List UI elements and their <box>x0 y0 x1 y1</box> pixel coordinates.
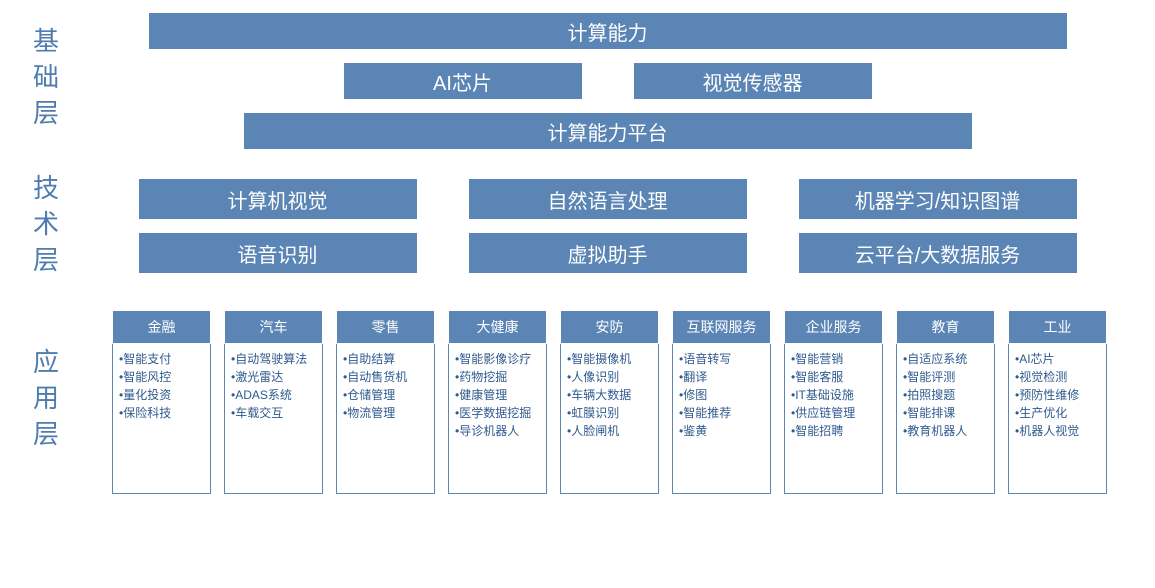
app-item: 翻译 <box>679 368 766 386</box>
app-body: 智能影像诊疗药物挖掘健康管理医学数据挖掘导诊机器人 <box>448 344 547 494</box>
app-item: 激光雷达 <box>231 368 318 386</box>
app-item: 物流管理 <box>343 404 430 422</box>
box-row: 计算能力 <box>80 12 1135 50</box>
app-item: 车载交互 <box>231 404 318 422</box>
app-item: IT基础设施 <box>791 386 878 404</box>
app-item: 虹膜识别 <box>567 404 654 422</box>
layer-label: 基础层 <box>10 8 80 154</box>
app-body: 自动驾驶算法激光雷达ADAS系统车载交互 <box>224 344 323 494</box>
app-item: 医学数据挖掘 <box>455 404 542 422</box>
app-item: 人像识别 <box>567 368 654 386</box>
layer-label-text: 应用层 <box>27 348 64 456</box>
app-head: 零售 <box>336 310 435 344</box>
layer-label-text: 基础层 <box>27 27 64 135</box>
app-body: 智能营销智能客服IT基础设施供应链管理智能招聘 <box>784 344 883 494</box>
app-head: 安防 <box>560 310 659 344</box>
layer-label: 技术层 <box>10 174 80 282</box>
app-head: 企业服务 <box>784 310 883 344</box>
app-item: 智能客服 <box>791 368 878 386</box>
app-item: 鉴黄 <box>679 422 766 440</box>
app-item: 车辆大数据 <box>567 386 654 404</box>
app-item: 仓储管理 <box>343 386 430 404</box>
app-body: AI芯片视觉检测预防性维修生产优化机器人视觉 <box>1008 344 1107 494</box>
layer-body: 金融智能支付智能风控量化投资保险科技汽车自动驾驶算法激光雷达ADAS系统车载交互… <box>80 306 1135 498</box>
layer-box: 计算能力平台 <box>243 112 973 150</box>
app-item: 人脸闸机 <box>567 422 654 440</box>
app-item: 自动售货机 <box>343 368 430 386</box>
app-column: 企业服务智能营销智能客服IT基础设施供应链管理智能招聘 <box>784 310 883 494</box>
app-body: 智能支付智能风控量化投资保险科技 <box>112 344 211 494</box>
app-column: 金融智能支付智能风控量化投资保险科技 <box>112 310 211 494</box>
app-item: ADAS系统 <box>231 386 318 404</box>
layer-1: 技术层 计算机视觉 自然语言处理 机器学习/知识图谱语音识别 虚拟助手 云平台/大数据服务 <box>10 174 1135 282</box>
box-row: AI芯片 视觉传感器 <box>80 62 1135 100</box>
app-item: 智能影像诊疗 <box>455 350 542 368</box>
app-column: 工业AI芯片视觉检测预防性维修生产优化机器人视觉 <box>1008 310 1107 494</box>
app-item: 修图 <box>679 386 766 404</box>
app-item: 保险科技 <box>119 404 206 422</box>
app-item: 供应链管理 <box>791 404 878 422</box>
app-head: 工业 <box>1008 310 1107 344</box>
layer-box: 语音识别 <box>138 232 418 274</box>
app-item: 药物挖掘 <box>455 368 542 386</box>
app-item: 预防性维修 <box>1015 386 1102 404</box>
layer-box: 视觉传感器 <box>633 62 873 100</box>
app-item: 智能排课 <box>903 404 990 422</box>
app-item: 机器人视觉 <box>1015 422 1102 440</box>
app-item: 视觉检测 <box>1015 368 1102 386</box>
app-item: AI芯片 <box>1015 350 1102 368</box>
layer-box: 云平台/大数据服务 <box>798 232 1078 274</box>
layer-box: 机器学习/知识图谱 <box>798 178 1078 220</box>
app-column: 互联网服务语音转写翻译修图智能推荐鉴黄 <box>672 310 771 494</box>
box-row: 计算机视觉 自然语言处理 机器学习/知识图谱 <box>80 178 1135 220</box>
app-item: 拍照搜题 <box>903 386 990 404</box>
layer-box: 虚拟助手 <box>468 232 748 274</box>
app-columns: 金融智能支付智能风控量化投资保险科技汽车自动驾驶算法激光雷达ADAS系统车载交互… <box>80 310 1135 494</box>
app-item: 自助结算 <box>343 350 430 368</box>
layer-0: 基础层 计算能力 AI芯片 视觉传感器计算能力平台 <box>10 8 1135 154</box>
app-item: 智能招聘 <box>791 422 878 440</box>
app-head: 互联网服务 <box>672 310 771 344</box>
layer-label: 应用层 <box>10 306 80 498</box>
layer-box: 计算能力 <box>148 12 1068 50</box>
layer-body: 计算机视觉 自然语言处理 机器学习/知识图谱语音识别 虚拟助手 云平台/大数据服务 <box>80 174 1135 282</box>
app-head: 大健康 <box>448 310 547 344</box>
app-item: 自适应系统 <box>903 350 990 368</box>
app-item: 智能摄像机 <box>567 350 654 368</box>
layer-box: 计算机视觉 <box>138 178 418 220</box>
layer-box: AI芯片 <box>343 62 583 100</box>
app-column: 零售自助结算自动售货机仓储管理物流管理 <box>336 310 435 494</box>
layer-box: 自然语言处理 <box>468 178 748 220</box>
app-body: 自适应系统智能评测拍照搜题智能排课教育机器人 <box>896 344 995 494</box>
app-item: 自动驾驶算法 <box>231 350 318 368</box>
app-item: 健康管理 <box>455 386 542 404</box>
app-item: 语音转写 <box>679 350 766 368</box>
app-item: 教育机器人 <box>903 422 990 440</box>
app-body: 语音转写翻译修图智能推荐鉴黄 <box>672 344 771 494</box>
box-row: 计算能力平台 <box>80 112 1135 150</box>
layer-label-text: 技术层 <box>27 174 64 282</box>
layer-application: 应用层金融智能支付智能风控量化投资保险科技汽车自动驾驶算法激光雷达ADAS系统车… <box>10 306 1135 498</box>
app-column: 大健康智能影像诊疗药物挖掘健康管理医学数据挖掘导诊机器人 <box>448 310 547 494</box>
app-body: 自助结算自动售货机仓储管理物流管理 <box>336 344 435 494</box>
app-item: 智能评测 <box>903 368 990 386</box>
layer-body: 计算能力 AI芯片 视觉传感器计算能力平台 <box>80 8 1135 154</box>
app-head: 汽车 <box>224 310 323 344</box>
app-column: 汽车自动驾驶算法激光雷达ADAS系统车载交互 <box>224 310 323 494</box>
app-item: 智能推荐 <box>679 404 766 422</box>
app-item: 量化投资 <box>119 386 206 404</box>
app-item: 导诊机器人 <box>455 422 542 440</box>
app-item: 智能支付 <box>119 350 206 368</box>
app-item: 智能风控 <box>119 368 206 386</box>
app-column: 安防智能摄像机人像识别车辆大数据虹膜识别人脸闸机 <box>560 310 659 494</box>
app-item: 生产优化 <box>1015 404 1102 422</box>
app-head: 教育 <box>896 310 995 344</box>
box-row: 语音识别 虚拟助手 云平台/大数据服务 <box>80 232 1135 274</box>
app-head: 金融 <box>112 310 211 344</box>
app-item: 智能营销 <box>791 350 878 368</box>
app-column: 教育自适应系统智能评测拍照搜题智能排课教育机器人 <box>896 310 995 494</box>
app-body: 智能摄像机人像识别车辆大数据虹膜识别人脸闸机 <box>560 344 659 494</box>
